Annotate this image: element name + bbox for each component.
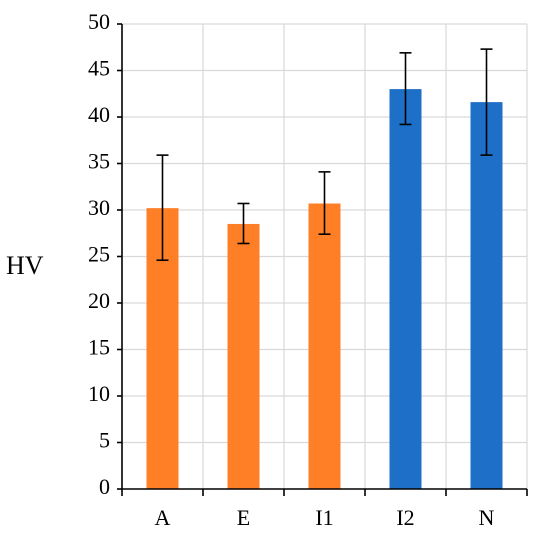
- y-tick-label: 20: [88, 288, 110, 313]
- x-tick-label: E: [237, 505, 250, 530]
- y-tick-label: 50: [88, 9, 110, 34]
- error-bars: [156, 48, 493, 262]
- y-tick-label: 15: [88, 335, 110, 360]
- x-tick-label: N: [479, 505, 495, 530]
- bar-N: [470, 102, 503, 490]
- x-tick-label: I1: [315, 505, 333, 530]
- y-axis-title: HV: [6, 251, 44, 280]
- axes: [117, 23, 528, 496]
- bars: [146, 89, 503, 490]
- y-tick-label: 5: [99, 428, 110, 453]
- y-tick-label: 35: [88, 149, 110, 174]
- x-tick-labels: A E I1 I2 N: [155, 505, 495, 530]
- bar-I2: [389, 89, 422, 489]
- x-tick-label: I2: [396, 505, 414, 530]
- bar-I1: [308, 203, 341, 490]
- x-tick-label: A: [155, 505, 171, 530]
- y-tick-label: 10: [88, 381, 110, 406]
- bar-E: [227, 223, 260, 489]
- y-tick-label: 30: [88, 195, 110, 220]
- y-tick-label: 45: [88, 56, 110, 81]
- y-tick-label: 40: [88, 102, 110, 127]
- y-tick-label: 25: [88, 242, 110, 267]
- y-tick-label: 0: [99, 474, 110, 499]
- y-tick-labels: 0 5 10 15 20 25 30 35 40 45 50: [88, 9, 110, 499]
